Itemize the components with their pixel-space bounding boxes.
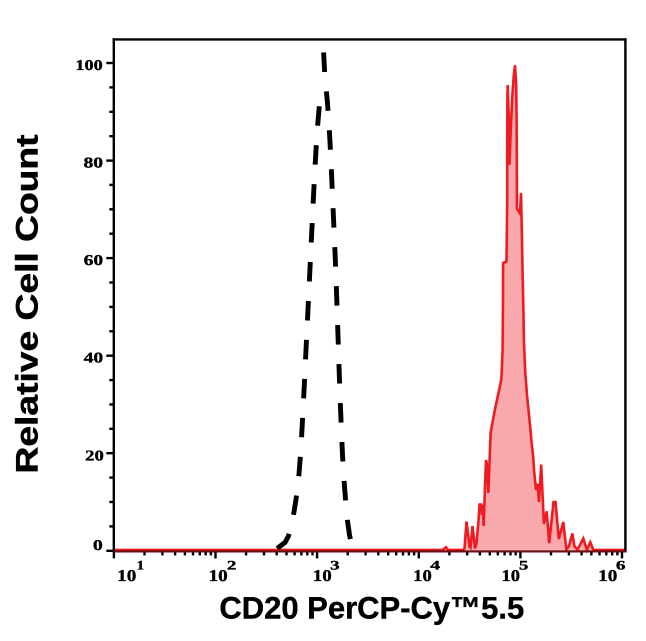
- svg-text:40: 40: [84, 350, 104, 366]
- svg-text:10: 10: [313, 566, 332, 585]
- svg-text:10: 10: [598, 566, 617, 585]
- svg-text:CD20 PerCP-Cy™5.5: CD20 PerCP-Cy™5.5: [219, 591, 524, 626]
- svg-text:Relative Cell Count: Relative Cell Count: [10, 135, 45, 474]
- svg-text:5: 5: [519, 558, 529, 573]
- svg-text:4: 4: [430, 558, 441, 573]
- svg-text:100: 100: [75, 58, 102, 74]
- svg-text:80: 80: [84, 156, 104, 172]
- svg-text:10: 10: [209, 566, 228, 585]
- svg-text:10: 10: [502, 566, 521, 585]
- svg-text:2: 2: [227, 558, 237, 573]
- svg-text:1: 1: [137, 558, 145, 573]
- svg-text:3: 3: [330, 558, 340, 573]
- svg-text:60: 60: [84, 253, 104, 269]
- svg-text:6: 6: [616, 558, 626, 573]
- svg-text:20: 20: [85, 449, 104, 465]
- svg-text:10: 10: [413, 566, 432, 585]
- svg-text:10: 10: [117, 566, 136, 585]
- svg-text:0: 0: [93, 538, 103, 554]
